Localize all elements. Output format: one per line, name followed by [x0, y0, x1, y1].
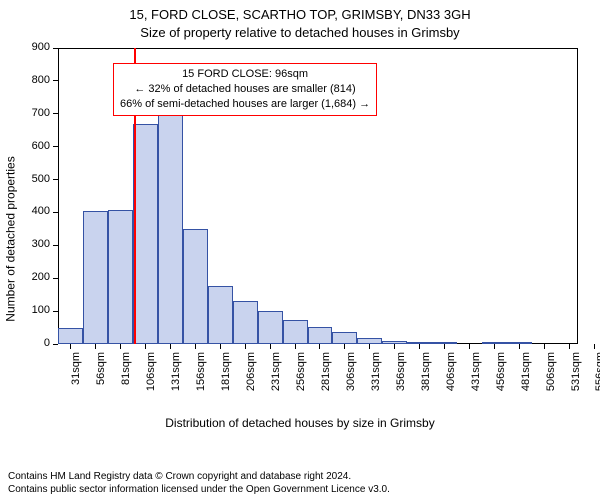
x-tick-label: 56sqm — [95, 352, 107, 402]
footer-line-2: Contains public sector information licen… — [8, 483, 592, 496]
x-tick-label: 131sqm — [170, 352, 182, 402]
histogram-bar — [58, 328, 83, 344]
x-tick-label: 406sqm — [445, 352, 457, 402]
histogram-bar — [158, 104, 183, 344]
y-tick-label: 900 — [20, 41, 50, 53]
x-tick-label: 356sqm — [395, 352, 407, 402]
x-tick-label: 181sqm — [220, 352, 232, 402]
annotation-line-1: 15 FORD CLOSE: 96sqm — [120, 67, 370, 82]
histogram-bar — [183, 229, 208, 344]
x-tick-label: 381sqm — [420, 352, 432, 402]
plot-area: 010020030040050060070080090031sqm56sqm81… — [58, 48, 578, 344]
x-tick-label: 431sqm — [470, 352, 482, 402]
y-tick-label: 0 — [20, 337, 50, 349]
x-tick-label: 81sqm — [120, 352, 132, 402]
chart-title: 15, FORD CLOSE, SCARTHO TOP, GRIMSBY, DN… — [0, 0, 600, 41]
x-tick-label: 556sqm — [594, 352, 600, 402]
x-tick-label: 506sqm — [545, 352, 557, 402]
x-tick-label: 256sqm — [295, 352, 307, 402]
histogram-bar — [108, 210, 133, 344]
footer-line-1: Contains HM Land Registry data © Crown c… — [8, 470, 592, 483]
histogram-bar — [332, 332, 357, 344]
histogram-bar — [233, 301, 258, 344]
x-tick-label: 531sqm — [570, 352, 582, 402]
x-tick-label: 106sqm — [145, 352, 157, 402]
annotation-line-3: 66% of semi-detached houses are larger (… — [120, 97, 370, 112]
x-tick-label: 306sqm — [345, 352, 357, 402]
histogram-bar — [308, 327, 333, 344]
histogram-bar — [208, 286, 233, 344]
footer-attribution: Contains HM Land Registry data © Crown c… — [0, 466, 600, 500]
y-tick-label: 600 — [20, 140, 50, 152]
y-tick-label: 200 — [20, 271, 50, 283]
x-tick-label: 331sqm — [370, 352, 382, 402]
y-tick-label: 700 — [20, 107, 50, 119]
x-tick-label: 156sqm — [195, 352, 207, 402]
y-tick-label: 100 — [20, 304, 50, 316]
title-line-1: 15, FORD CLOSE, SCARTHO TOP, GRIMSBY, DN… — [0, 6, 600, 24]
histogram-bar — [83, 211, 108, 344]
x-tick-label: 456sqm — [495, 352, 507, 402]
histogram-bar — [133, 124, 158, 344]
histogram-bar — [258, 311, 283, 344]
y-tick-label: 500 — [20, 173, 50, 185]
y-tick-label: 800 — [20, 74, 50, 86]
x-tick-label: 31sqm — [70, 352, 82, 402]
y-axis-label: Number of detached properties — [4, 44, 18, 434]
x-tick-label: 231sqm — [270, 352, 282, 402]
y-tick-label: 300 — [20, 238, 50, 250]
x-tick-label: 206sqm — [245, 352, 257, 402]
histogram-bar — [283, 320, 308, 344]
y-tick-label: 400 — [20, 205, 50, 217]
annotation-box: 15 FORD CLOSE: 96sqm← 32% of detached ho… — [113, 63, 377, 116]
x-tick-label: 481sqm — [520, 352, 532, 402]
x-tick-label: 281sqm — [320, 352, 332, 402]
annotation-line-2: ← 32% of detached houses are smaller (81… — [120, 82, 370, 97]
x-axis-label: Distribution of detached houses by size … — [0, 416, 600, 430]
title-line-2: Size of property relative to detached ho… — [0, 24, 600, 42]
chart-area: Number of detached properties 0100200300… — [0, 44, 600, 434]
